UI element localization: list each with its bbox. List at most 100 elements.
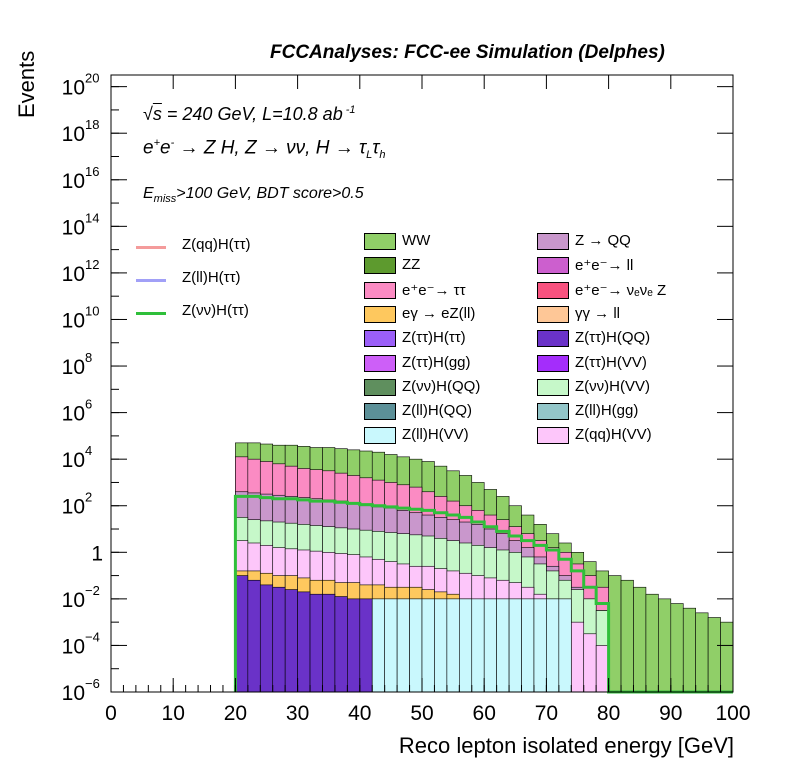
y-tick-label: 10 [62,589,85,612]
legend-fill-label: ZZ [402,256,421,274]
bar-7-24 [533,598,547,693]
legend-fill-label: Z(ll)H(VV) [402,426,469,444]
y-tick-label: 10 [62,496,85,519]
bar-7-13 [396,598,410,693]
y-tick-label: 10 [62,309,85,332]
x-axis-title: Reco lepton isolated energy [GeV] [398,733,734,758]
y-tick-exponent: 4 [85,443,92,458]
legend-fill-swatch [364,354,396,372]
legend-fill-swatch [364,378,396,396]
y-tick-label: 10 [62,170,85,193]
bar-7-18 [459,598,473,693]
legend-line-swatch [136,279,166,282]
bar-7-21 [496,598,510,693]
legend-fill-swatch [537,233,569,250]
y-tick-label: 10 [62,123,85,146]
legend-fill-label: e⁺e⁻→ ττ [402,281,466,299]
legend-fill-swatch [537,281,569,299]
bar-6-1 [247,579,261,693]
y-tick-label: 10 [62,77,85,100]
bar-7-14 [409,598,423,693]
bar-6-3 [272,586,286,693]
legend-fill-label: Z(ττ)H(ττ) [402,329,466,347]
bar-7-23 [521,598,535,693]
bar-0-30 [608,575,622,693]
legend-fill-swatch [364,427,396,445]
bar-7-16 [434,598,448,693]
legend-fill-swatch [364,305,396,323]
y-tick-label: 10 [62,635,85,658]
legend-fill-label: Z(qq)H(VV) [575,426,652,444]
legend-fill-label: Z(ll)H(QQ) [402,402,472,420]
bar-7-12 [384,598,398,693]
bar-0-33 [645,593,659,693]
y-tick-exponent: 6 [85,397,92,412]
energy-luminosity-label: √s = 240 GeV, L=10.8 ab -1 [143,104,356,124]
legend-fill-swatch [537,403,569,421]
y-tick-label: 10 [62,216,85,239]
legend-fill-label: WW [402,232,431,249]
y-tick-exponent: −2 [85,583,100,598]
legend-line-label: Z(qq)H(ττ) [182,236,251,253]
x-tick-label: 70 [535,702,558,725]
y-tick-exponent: 16 [85,164,99,179]
y-axis-title: Events [14,50,39,118]
y-tick-label: 10 [62,403,85,426]
bar-6-0 [235,575,249,693]
legend-fill-label: Z(ττ)H(gg) [402,353,471,371]
x-tick-label: 90 [659,702,682,725]
series-line-2 [233,494,733,694]
legend-fill-swatch [537,378,569,396]
bar-6-4 [284,589,298,693]
legend-fill-label: Z(ττ)H(QQ) [575,329,651,347]
legend-fill-label: Z(νν)H(VV) [575,377,650,395]
legend-fill-swatch [537,354,569,372]
legend-fill-swatch [364,403,396,421]
bar-4-27 [570,621,585,693]
bar-4-29 [595,645,609,693]
y-tick-label: 10 [62,682,85,705]
x-tick-label: 20 [224,702,247,725]
legend-fill-swatch [364,330,396,348]
bar-6-6 [309,593,323,693]
legend-fill-label: Z → QQ [575,232,631,249]
bar-7-22 [508,598,522,693]
y-tick-label: 10 [62,263,85,286]
y-tick-exponent: 8 [85,350,92,365]
bar-6-5 [297,591,311,693]
legend-line-swatch [136,246,166,249]
x-tick-label: 50 [410,702,433,725]
plot-header: FCCAnalyses: FCC-ee Simulation (Delphes) [270,42,665,63]
legend-fill-swatch [364,257,396,275]
bar-0-35 [670,603,684,693]
x-tick-label: 30 [286,702,309,725]
x-tick-label: 60 [473,702,496,725]
legend-fill-swatch [364,281,396,299]
bar-0-39 [720,621,734,693]
x-tick-label: 40 [348,702,371,725]
bar-6-7 [322,593,336,693]
bar-7-20 [483,598,497,693]
legend-fill-label: γγ → ll [575,304,620,322]
y-tick-exponent: 14 [85,210,99,225]
x-tick-label: 80 [597,702,620,725]
bar-0-37 [695,612,709,693]
bar-7-26 [558,598,572,693]
legend-line-swatch [136,312,166,315]
bar-0-38 [707,617,721,693]
x-tick-label: 100 [715,702,750,725]
bar-7-11 [371,598,385,693]
bar-6-2 [259,584,274,693]
bar-7-25 [546,598,560,693]
process-label: e+e- → Z H, Z → νν, H → τLτh [143,137,386,162]
legend-fill-label: Z(ττ)H(VV) [575,353,647,371]
legend-fill-label: Z(νν)H(QQ) [402,377,481,395]
y-tick-exponent: 10 [85,303,99,318]
bar-0-32 [633,586,647,693]
bar-0-36 [682,607,696,693]
y-tick-label: 10 [62,356,85,379]
legend-fill-swatch [537,427,569,445]
legend-fill-swatch [364,233,396,250]
